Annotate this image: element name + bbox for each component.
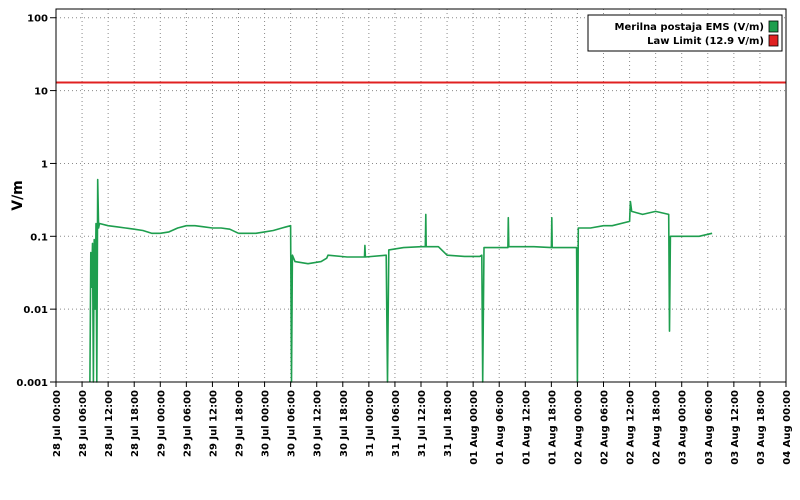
x-tick-label: 03 Aug 06:00 bbox=[704, 390, 715, 465]
x-tick-label: 03 Aug 18:00 bbox=[756, 390, 767, 465]
y-axis-title: V/m bbox=[10, 180, 26, 211]
legend-swatch bbox=[768, 34, 779, 47]
x-tick-label: 02 Aug 00:00 bbox=[573, 390, 584, 465]
x-tick-label: 01 Aug 18:00 bbox=[547, 390, 558, 465]
x-tick-label: 01 Aug 00:00 bbox=[469, 390, 480, 465]
x-tick-label: 29 Jul 00:00 bbox=[156, 390, 167, 457]
x-tick-label: 03 Aug 00:00 bbox=[678, 390, 689, 465]
x-tick-label: 28 Jul 00:00 bbox=[52, 390, 63, 457]
x-tick-label: 04 Aug 00:00 bbox=[782, 390, 793, 465]
y-tick-label: 10 bbox=[34, 87, 48, 98]
x-tick-label: 03 Aug 12:00 bbox=[730, 390, 741, 465]
x-tick-label: 01 Aug 06:00 bbox=[495, 390, 506, 465]
x-tick-label: 29 Jul 06:00 bbox=[182, 390, 193, 457]
x-tick-label: 31 Jul 00:00 bbox=[365, 390, 376, 457]
y-tick-label: 0.01 bbox=[23, 305, 48, 316]
legend-entry-ems: Merilna postaja EMS (V/m) bbox=[615, 22, 764, 33]
legend-box bbox=[587, 14, 783, 52]
y-axis: 100 10 1 0.1 0.01 0.001 bbox=[16, 14, 56, 389]
x-tick-label: 30 Jul 12:00 bbox=[313, 390, 324, 457]
legend-swatch bbox=[768, 20, 779, 33]
legend: Merilna postaja EMS (V/m) Law Limit (12.9… bbox=[587, 14, 783, 52]
x-tick-label: 02 Aug 18:00 bbox=[652, 390, 663, 465]
x-tick-label: 30 Jul 00:00 bbox=[261, 390, 272, 457]
y-tick-label: 100 bbox=[27, 14, 48, 25]
x-tick-label: 28 Jul 18:00 bbox=[130, 390, 141, 457]
legend-entry-law-limit: Law Limit (12.9 V/m) bbox=[647, 36, 764, 47]
x-tick-label: 30 Jul 06:00 bbox=[287, 390, 298, 457]
x-tick-label: 28 Jul 06:00 bbox=[78, 390, 89, 457]
x-tick-label: 02 Aug 06:00 bbox=[600, 390, 611, 465]
x-tick-label: 31 Jul 06:00 bbox=[391, 390, 402, 457]
x-tick-label: 28 Jul 12:00 bbox=[104, 390, 115, 457]
x-axis: 28 Jul 00:00 28 Jul 06:00 28 Jul 12:00 28 J… bbox=[52, 382, 793, 465]
x-tick-label: 31 Jul 18:00 bbox=[443, 390, 454, 457]
y-tick-label: 0.001 bbox=[16, 378, 48, 389]
x-tick-label: 29 Jul 12:00 bbox=[208, 390, 219, 457]
series-line-ems bbox=[89, 178, 713, 383]
x-tick-label: 31 Jul 12:00 bbox=[417, 390, 428, 457]
series-lines bbox=[89, 178, 713, 383]
x-tick-label: 30 Jul 18:00 bbox=[339, 390, 350, 457]
x-tick-label: 29 Jul 18:00 bbox=[235, 390, 246, 457]
y-tick-label: 0.1 bbox=[30, 232, 48, 243]
x-tick-label: 02 Aug 12:00 bbox=[626, 390, 637, 465]
y-tick-label: 1 bbox=[41, 159, 48, 170]
x-tick-label: 01 Aug 12:00 bbox=[521, 390, 532, 465]
